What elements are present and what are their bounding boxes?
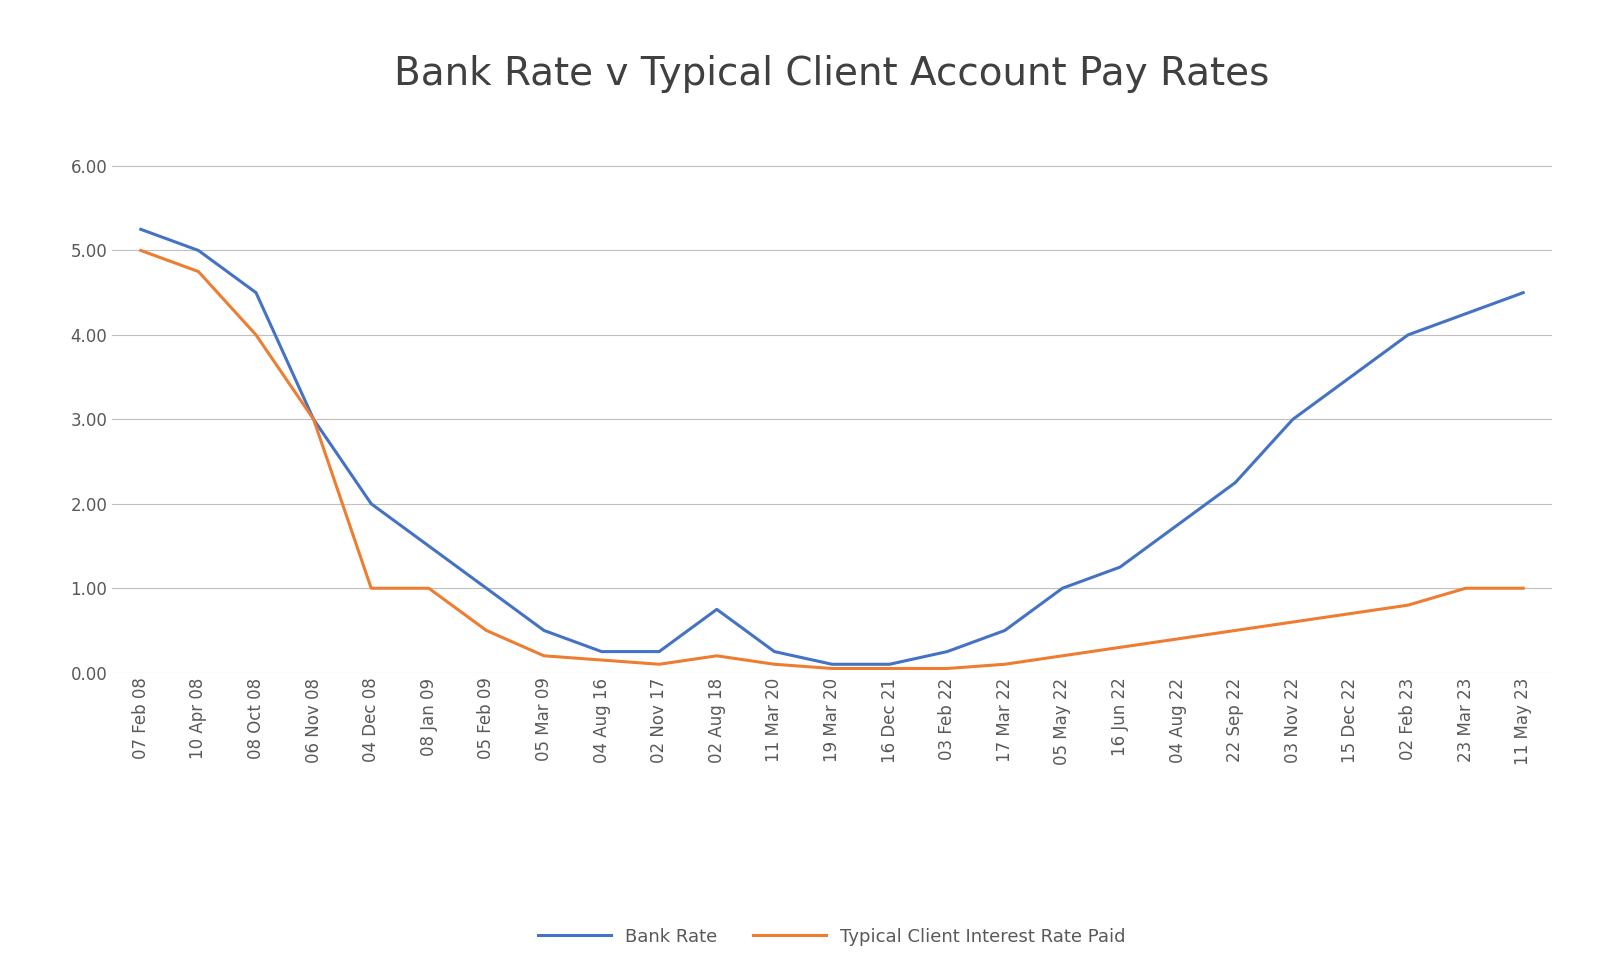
Typical Client Interest Rate Paid — [419, 582, 438, 594]
Bank Rate — [650, 646, 669, 657]
Bank Rate — [765, 646, 784, 657]
Typical Client Interest Rate Paid — [880, 663, 899, 675]
Bank Rate — [995, 625, 1014, 636]
Bank Rate — [592, 646, 611, 657]
Typical Client Interest Rate Paid — [592, 654, 611, 666]
Bank Rate — [707, 604, 726, 615]
Bank Rate — [1053, 582, 1072, 594]
Typical Client Interest Rate Paid — [707, 650, 726, 661]
Typical Client Interest Rate Paid — [1110, 642, 1130, 653]
Typical Client Interest Rate Paid — [189, 266, 208, 278]
Typical Client Interest Rate Paid — [1398, 600, 1418, 611]
Typical Client Interest Rate Paid — [534, 650, 554, 661]
Bank Rate — [534, 625, 554, 636]
Typical Client Interest Rate Paid — [1456, 582, 1475, 594]
Bank Rate — [362, 498, 381, 509]
Typical Client Interest Rate Paid — [995, 658, 1014, 670]
Bank Rate — [1398, 329, 1418, 340]
Bank Rate — [1456, 308, 1475, 320]
Title: Bank Rate v Typical Client Account Pay Rates: Bank Rate v Typical Client Account Pay R… — [394, 55, 1270, 93]
Bank Rate — [131, 224, 150, 235]
Bank Rate — [1226, 477, 1245, 488]
Typical Client Interest Rate Paid — [938, 663, 957, 675]
Typical Client Interest Rate Paid — [304, 413, 323, 425]
Typical Client Interest Rate Paid — [131, 245, 150, 257]
Bank Rate — [1110, 561, 1130, 573]
Bank Rate — [304, 413, 323, 425]
Typical Client Interest Rate Paid — [1283, 616, 1302, 628]
Line: Typical Client Interest Rate Paid: Typical Client Interest Rate Paid — [141, 251, 1523, 669]
Typical Client Interest Rate Paid — [822, 663, 842, 675]
Typical Client Interest Rate Paid — [1514, 582, 1533, 594]
Bank Rate — [880, 658, 899, 670]
Bank Rate — [1514, 287, 1533, 299]
Line: Bank Rate: Bank Rate — [141, 230, 1523, 664]
Typical Client Interest Rate Paid — [362, 582, 381, 594]
Typical Client Interest Rate Paid — [1053, 650, 1072, 661]
Bank Rate — [1168, 519, 1187, 530]
Typical Client Interest Rate Paid — [1168, 633, 1187, 645]
Bank Rate — [1341, 371, 1360, 382]
Bank Rate — [419, 540, 438, 552]
Typical Client Interest Rate Paid — [650, 658, 669, 670]
Typical Client Interest Rate Paid — [765, 658, 784, 670]
Bank Rate — [477, 582, 496, 594]
Legend: Bank Rate, Typical Client Interest Rate Paid: Bank Rate, Typical Client Interest Rate … — [531, 921, 1133, 953]
Typical Client Interest Rate Paid — [1226, 625, 1245, 636]
Typical Client Interest Rate Paid — [246, 329, 266, 340]
Typical Client Interest Rate Paid — [1341, 607, 1360, 619]
Bank Rate — [1283, 413, 1302, 425]
Bank Rate — [938, 646, 957, 657]
Bank Rate — [822, 658, 842, 670]
Typical Client Interest Rate Paid — [477, 625, 496, 636]
Bank Rate — [246, 287, 266, 299]
Bank Rate — [189, 245, 208, 257]
